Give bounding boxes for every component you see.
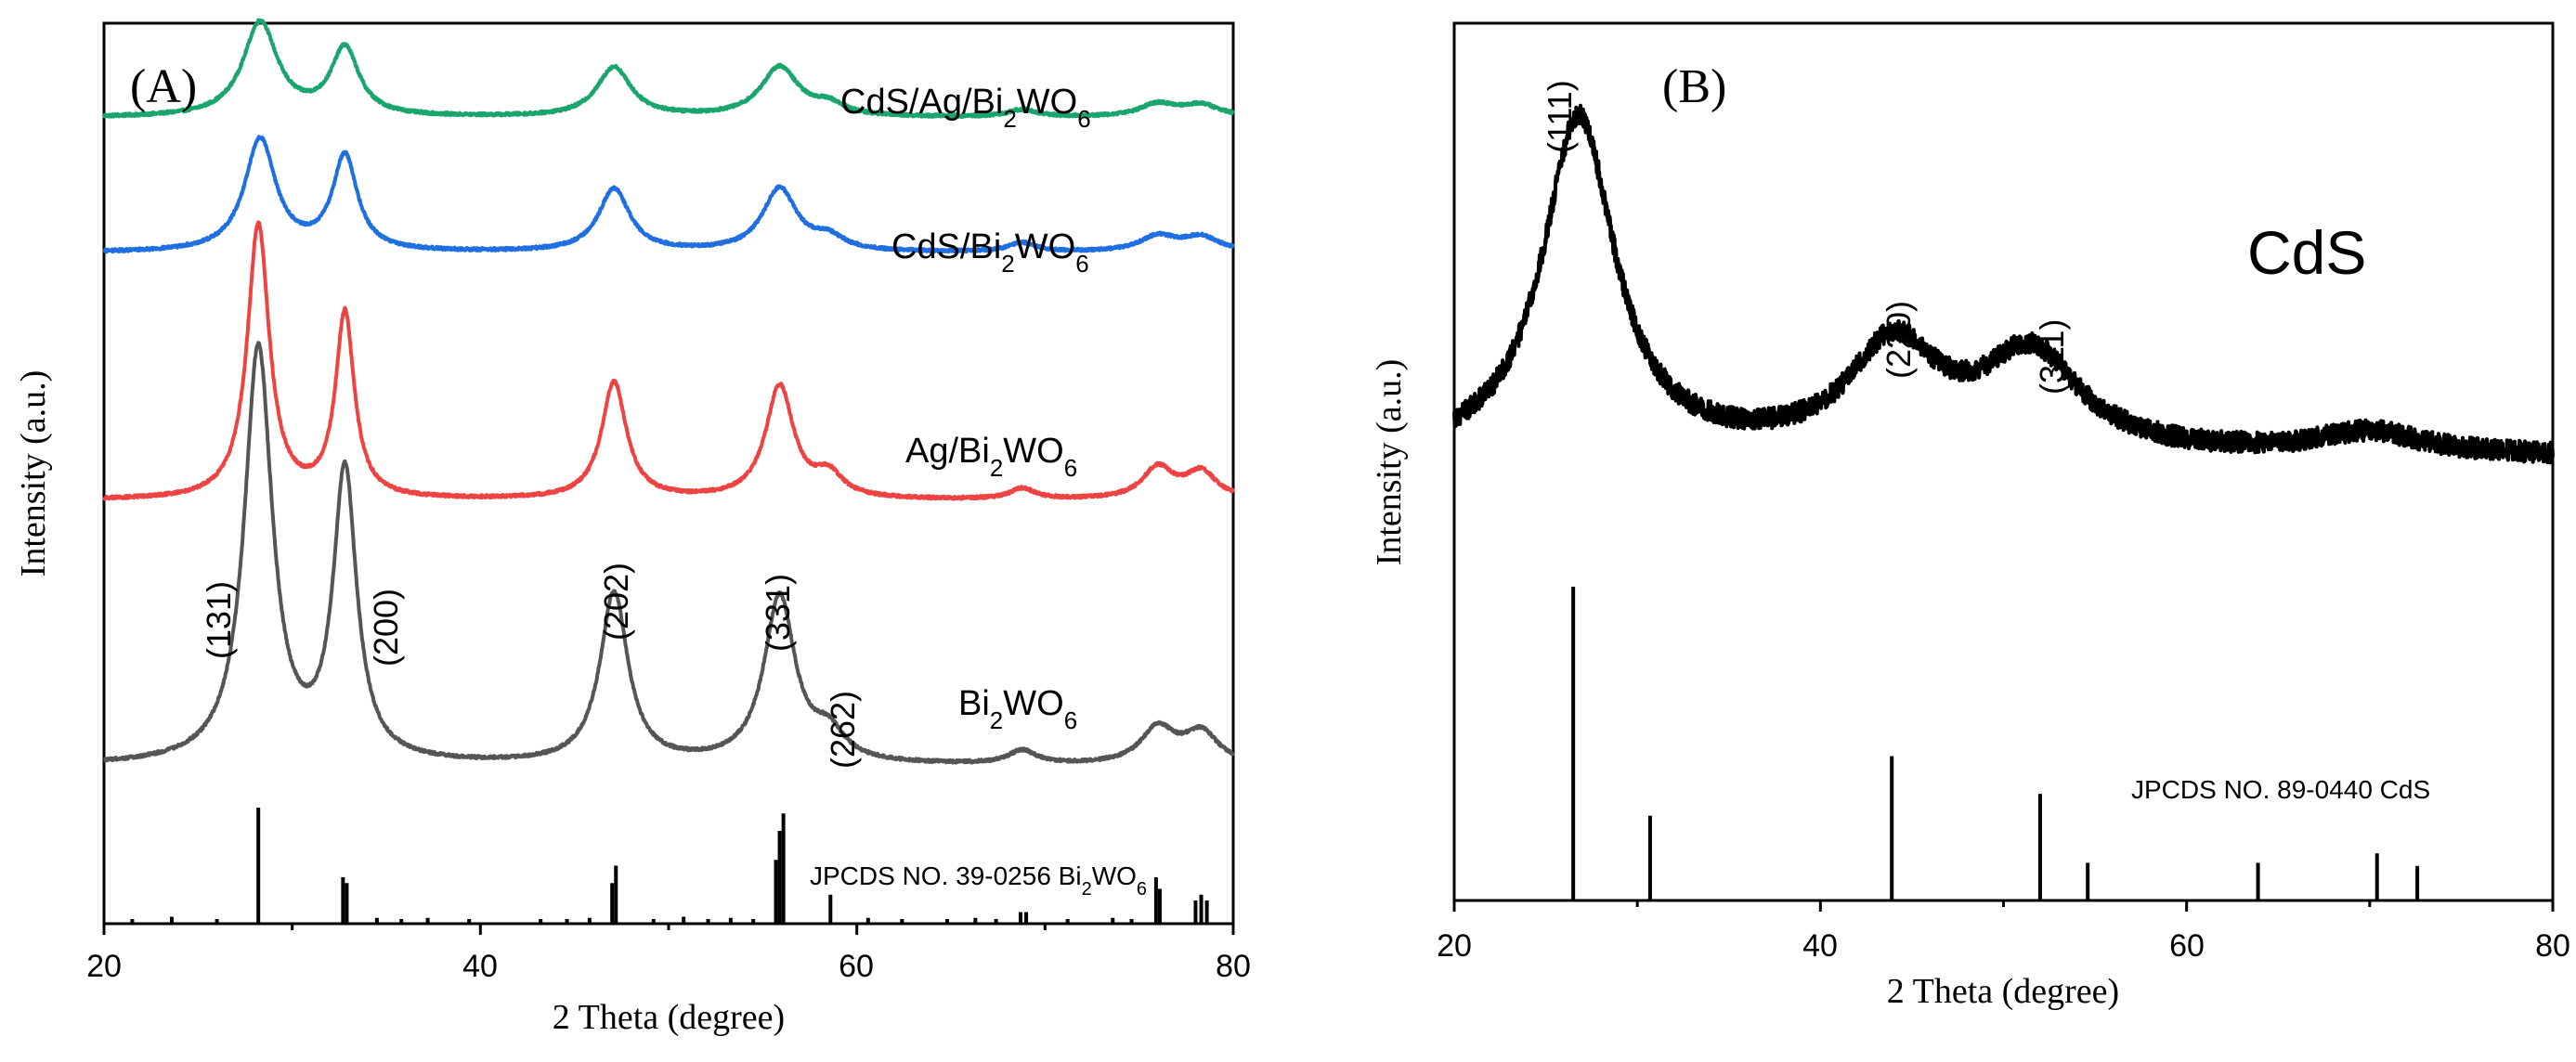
panel-b-traces xyxy=(1452,103,2555,465)
peak-label-311: (311) xyxy=(2033,319,2071,395)
series-label-cds-bi2wo6: CdS/Bi2WO6 xyxy=(891,227,1089,278)
peak-label-262: (262) xyxy=(824,691,862,769)
panel-a-x-tick-label: 20 xyxy=(86,949,122,984)
series-label-cds: CdS xyxy=(2247,218,2366,287)
xrd-trace-cds xyxy=(1452,103,2555,465)
panel-a-reference-label: JPCDS NO. 39-0256 Bi2WO6 xyxy=(810,861,1147,900)
panel-b-x-axis-label: 2 Theta (degree) xyxy=(1887,972,2119,1011)
panel-b-reference-pattern xyxy=(1571,587,2420,900)
panel-a-y-axis-label: Intensity (a.u.) xyxy=(14,370,53,577)
peak-label-220: (220) xyxy=(1880,301,1918,379)
panel-a-x-axis-label: 2 Theta (degree) xyxy=(553,998,785,1037)
panel-a-x-tick-label: 80 xyxy=(1216,949,1251,984)
panel-b-x-ticks xyxy=(1452,900,2555,912)
panel-a-x-ticks xyxy=(102,924,1235,935)
panel-b-reference-label: JPCDS NO. 89-0440 CdS xyxy=(2131,775,2430,804)
peak-label-131: (131) xyxy=(200,581,238,659)
panel-b-label: (B) xyxy=(1662,60,1726,113)
panel-a-x-tick-label: 40 xyxy=(462,949,498,984)
panel-b-x-tick-label: 40 xyxy=(1802,928,1838,964)
panel-b-y-axis-label: Intensity (a.u.) xyxy=(1370,359,1409,566)
xrd-trace-cds-ag-bi2wo6 xyxy=(102,18,1235,120)
peak-label-331: (331) xyxy=(759,574,797,652)
series-label-ag-bi2wo6: Ag/Bi2WO6 xyxy=(905,432,1077,482)
peak-label-111: (111) xyxy=(1541,80,1579,153)
peak-label-200: (200) xyxy=(367,589,405,667)
panel-a-reference-pattern xyxy=(130,808,1209,924)
xrd-trace-cds-bi2wo6 xyxy=(102,135,1235,254)
panel-a-x-tick-label: 60 xyxy=(839,949,874,984)
xrd-trace-ag-bi2wo6 xyxy=(102,220,1235,501)
panel-a-label: (A) xyxy=(130,60,197,113)
series-label-bi2wo6: Bi2WO6 xyxy=(958,684,1077,734)
panel-b-plot-frame xyxy=(1452,21,2555,902)
panel-b-chart: (B) Intensity (a.u.) 2 Theta (degree) 20… xyxy=(1370,21,2570,1011)
peak-label-202: (202) xyxy=(597,563,635,641)
xrd-trace-bi2wo6 xyxy=(102,341,1235,765)
series-label-cds-ag-bi2wo6: CdS/Ag/Bi2WO6 xyxy=(840,83,1091,133)
panel-a-traces xyxy=(102,18,1235,765)
panel-b-x-tick-label: 80 xyxy=(2535,928,2570,964)
panel-b-x-tick-label: 60 xyxy=(2169,928,2205,964)
panel-b-x-tick-label: 20 xyxy=(1437,928,1472,964)
panel-a-chart: (A) Intensity (a.u.) 2 Theta (degree) 20… xyxy=(14,18,1251,1037)
